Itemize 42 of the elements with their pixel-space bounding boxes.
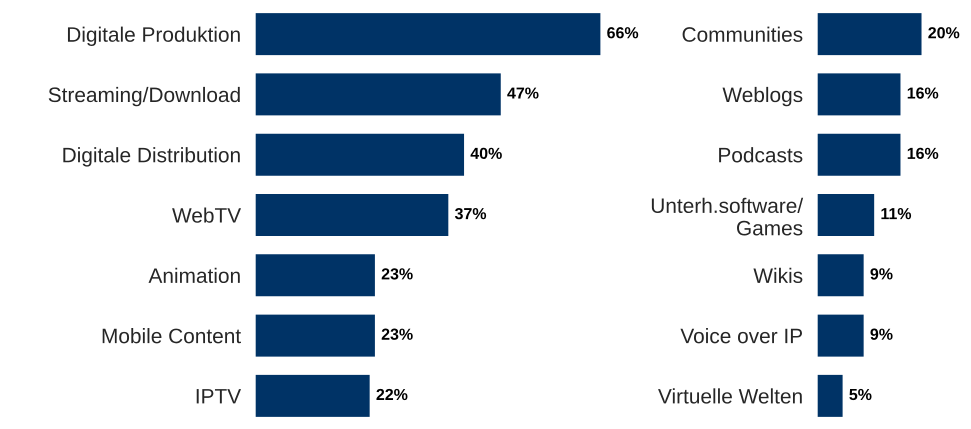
y-tick-label: Animation	[148, 268, 240, 284]
y-tick-label: Digitale Produktion	[68, 26, 240, 46]
data-label: 47%	[507, 87, 539, 99]
bar	[255, 192, 450, 238]
data-label: 9%	[870, 328, 893, 340]
bar	[817, 313, 866, 358]
bar	[817, 72, 902, 117]
bar	[255, 72, 502, 117]
bar	[255, 313, 376, 358]
y-tick-label: Communities	[682, 26, 802, 42]
data-label: 66%	[607, 27, 638, 38]
data-label: 40%	[470, 148, 502, 159]
bar	[255, 252, 376, 298]
data-label: 20%	[928, 27, 960, 38]
bar	[817, 192, 876, 238]
y-tick-label: IPTV	[196, 389, 242, 404]
y-tick-label: Streaming/Download	[48, 86, 240, 106]
bar	[817, 252, 866, 298]
bar	[817, 373, 844, 418]
y-tick-label: Unterh.software/ Games	[652, 198, 804, 236]
data-label: 22%	[376, 388, 408, 400]
y-tick-label: Virtuelle Welten	[658, 388, 802, 404]
data-label: 16%	[908, 148, 938, 159]
y-tick-label: Podcasts	[719, 147, 802, 162]
y-tick-label: Wikis	[753, 268, 802, 284]
data-label: 37%	[454, 208, 486, 220]
y-tick-label: Voice over IP	[680, 328, 802, 344]
data-label: 9%	[870, 268, 893, 280]
bar	[255, 373, 372, 418]
data-label: 5%	[849, 388, 872, 400]
data-label: 23%	[382, 328, 413, 340]
data-label: 11%	[881, 208, 912, 220]
bar	[817, 12, 923, 57]
bar	[255, 12, 602, 57]
y-tick-label: Digitale Distribution	[63, 147, 240, 167]
bar	[255, 132, 466, 178]
data-label: 23%	[382, 268, 413, 280]
y-tick-label: Mobile Content	[102, 328, 241, 344]
y-tick-label: Weblogs	[722, 86, 802, 106]
bar	[817, 132, 902, 178]
y-tick-label: WebTV	[172, 207, 242, 223]
data-label: 16%	[908, 87, 938, 99]
